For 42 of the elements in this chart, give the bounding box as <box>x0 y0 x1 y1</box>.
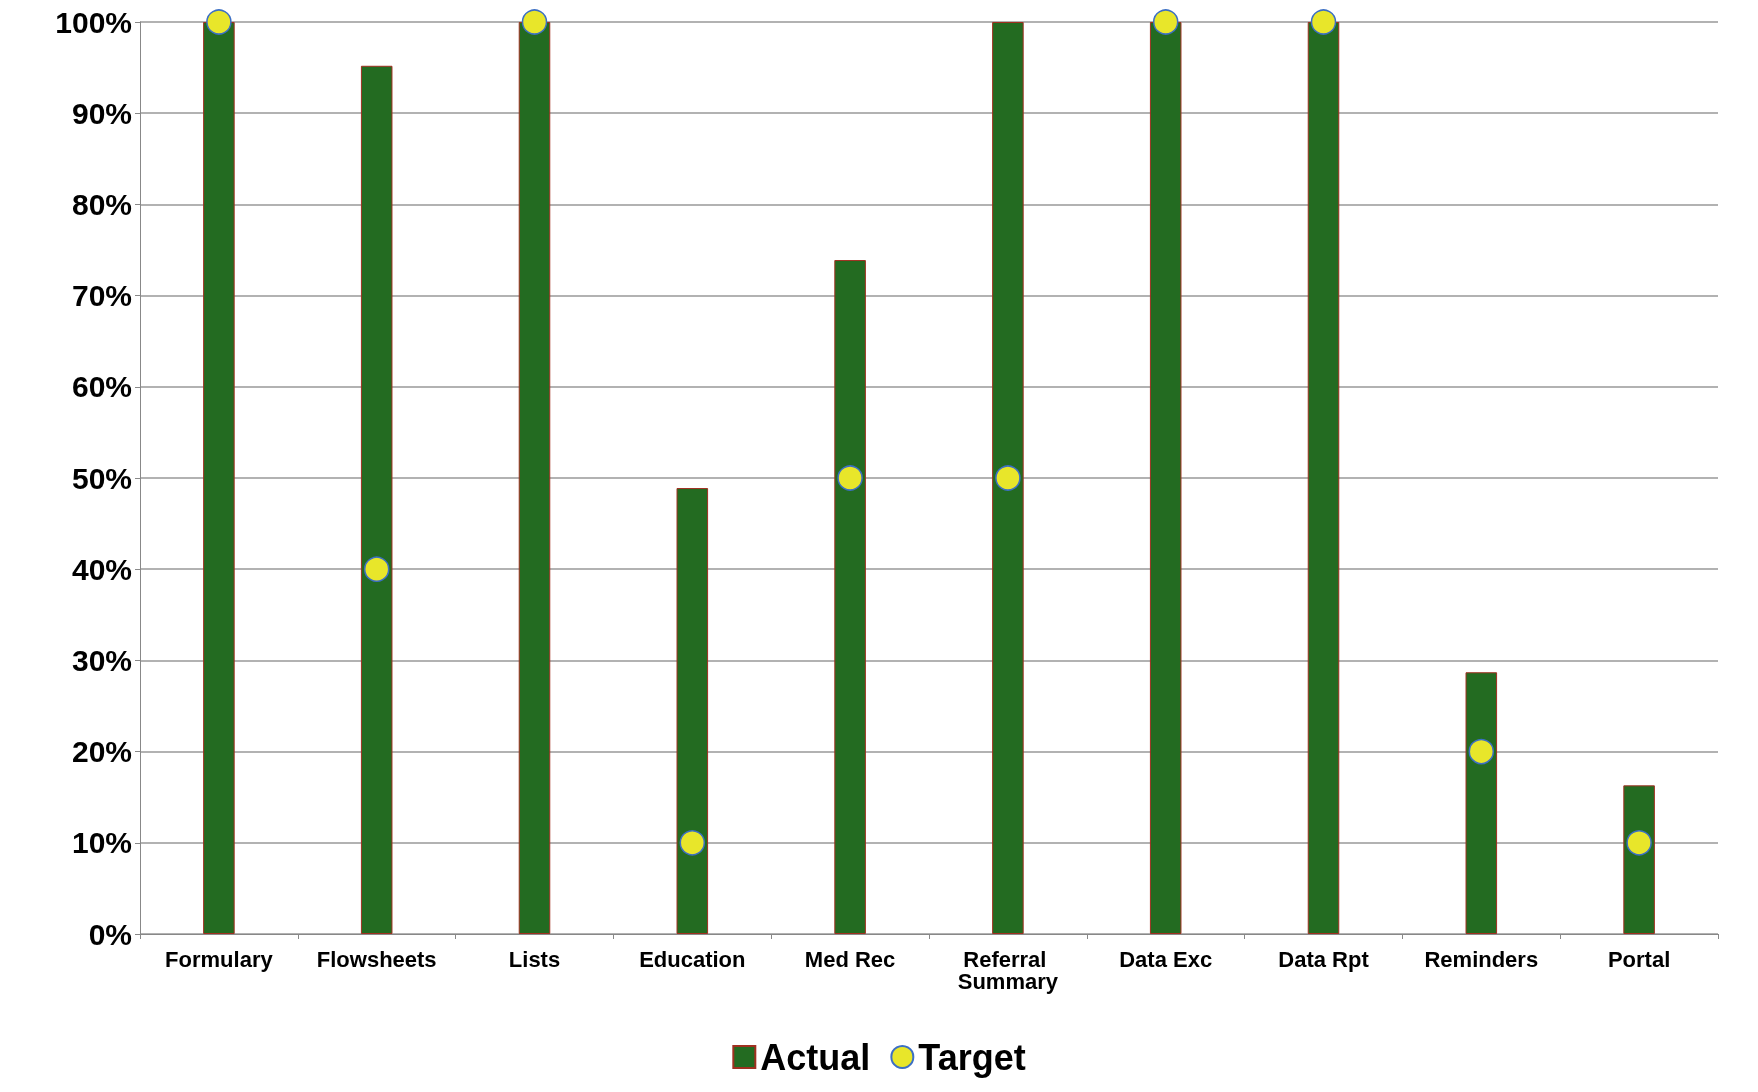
x-tick-label: Data Rpt <box>1278 946 1370 972</box>
bar <box>1149 22 1182 934</box>
bar <box>518 22 551 934</box>
bar <box>676 488 709 934</box>
bar <box>834 260 866 934</box>
x-tick-label: Flowsheets <box>316 946 437 972</box>
y-tick-label: 30% <box>71 643 132 677</box>
bar <box>1307 22 1340 934</box>
x-tick-label: Referral Summary <box>957 946 1059 994</box>
y-tick-label: 50% <box>71 461 132 495</box>
x-tick-label: Data Exc <box>1119 946 1213 972</box>
point <box>995 465 1021 491</box>
x-tick-label: Reminders <box>1424 946 1539 972</box>
x-tick-label: Education <box>639 946 746 972</box>
point <box>363 556 390 582</box>
point <box>206 9 232 35</box>
x-tick-label: Lists <box>508 946 561 972</box>
y-tick-label: 90% <box>71 96 132 130</box>
y-tick-label: 0% <box>88 917 132 951</box>
y-tick-label: 20% <box>71 735 132 769</box>
y-tick-label: 100% <box>55 5 132 39</box>
point <box>1468 738 1495 765</box>
point <box>679 830 706 856</box>
point <box>521 9 548 35</box>
point <box>1152 9 1179 35</box>
y-tick-label: 80% <box>71 187 132 221</box>
legend-label: Actual <box>760 1036 871 1078</box>
y-tick-label: 10% <box>71 826 132 860</box>
x-tick-label: Formulary <box>165 946 274 972</box>
y-tick-label: 70% <box>71 279 132 313</box>
legend-label: Target <box>918 1036 1026 1078</box>
point <box>837 465 863 491</box>
y-tick-label: 60% <box>71 370 132 404</box>
bar <box>1465 672 1498 934</box>
bar <box>203 22 235 934</box>
point <box>1626 830 1652 856</box>
x-tick-label: Portal <box>1607 946 1671 972</box>
y-tick-label: 40% <box>71 552 132 586</box>
point <box>1310 9 1337 35</box>
bar <box>360 65 393 934</box>
bar <box>992 22 1024 934</box>
x-tick-label: Med Rec <box>804 946 896 972</box>
